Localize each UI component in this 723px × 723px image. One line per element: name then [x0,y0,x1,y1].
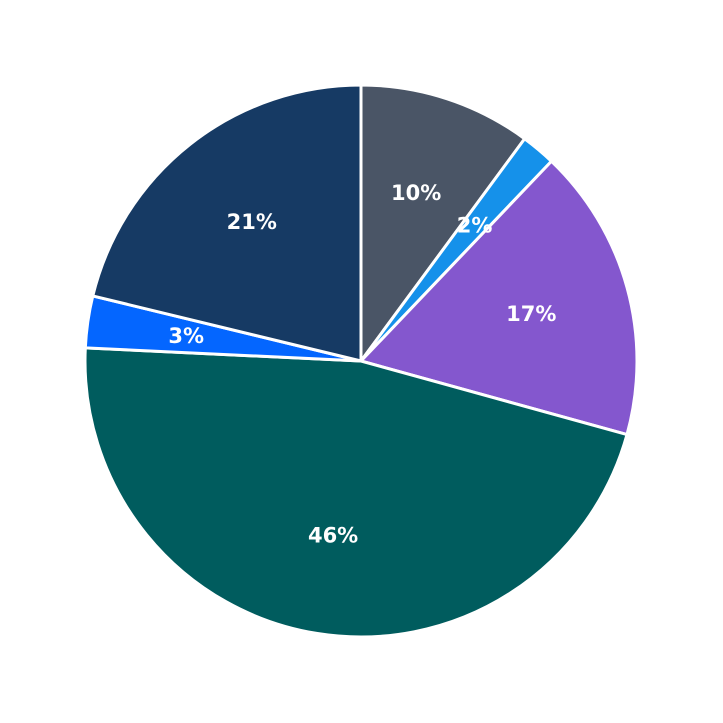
pie-labels: 10% 2% 17% 46% 3% 21% [168,181,556,547]
pie-slice [83,346,629,639]
pie-slice-label: 21% [227,210,277,234]
pie-slices [83,83,639,639]
pie-slice [359,159,639,437]
pie-slice-label: 3% [168,324,204,348]
pie-slice-label: 17% [506,302,556,326]
pie-slice-label: 2% [457,214,493,238]
pie-slice [359,83,527,363]
pie-slice [91,83,363,363]
pie-slice-label: 10% [391,181,441,205]
pie-slice-label: 46% [308,523,358,547]
